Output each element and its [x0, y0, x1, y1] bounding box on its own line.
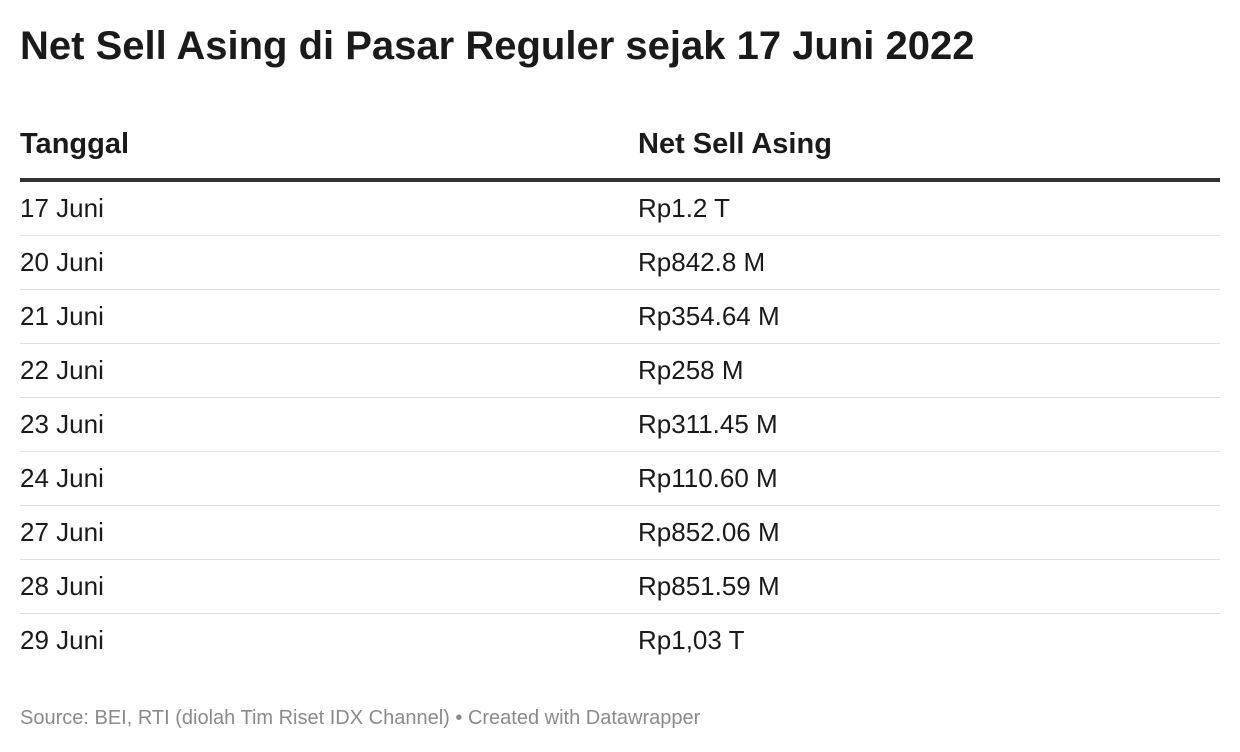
table-row: 20 Juni Rp842.8 M [20, 236, 1220, 290]
cell-net-sell-asing: Rp258 M [638, 355, 744, 385]
cell-tanggal: 21 Juni [20, 301, 104, 331]
table-row: 24 Juni Rp110.60 M [20, 452, 1220, 506]
cell-tanggal: 28 Juni [20, 571, 104, 601]
table-row: 28 Juni Rp851.59 M [20, 560, 1220, 614]
cell-tanggal: 24 Juni [20, 463, 104, 493]
cell-net-sell-asing: Rp842.8 M [638, 247, 766, 277]
table-row: 29 Juni Rp1,03 T [20, 614, 1220, 667]
cell-net-sell-asing: Rp1.2 T [638, 193, 731, 223]
table-row: 22 Juni Rp258 M [20, 344, 1220, 398]
cell-net-sell-asing: Rp1,03 T [638, 625, 745, 655]
cell-net-sell-asing: Rp851.59 M [638, 571, 780, 601]
cell-tanggal: 17 Juni [20, 193, 104, 223]
table-row: 23 Juni Rp311.45 M [20, 398, 1220, 452]
column-header-net-sell-asing: Net Sell Asing [638, 128, 832, 160]
footer-separator: • [455, 707, 463, 729]
column-header-tanggal: Tanggal [20, 128, 130, 160]
data-table: Tanggal Net Sell Asing 17 Juni Rp1.2 T 20 … [20, 118, 1220, 667]
chart-footer: Source: BEI, RTI (diolah Tim Riset IDX C… [20, 704, 700, 732]
cell-net-sell-asing: Rp110.60 M [638, 463, 778, 493]
cell-tanggal: 23 Juni [20, 409, 104, 439]
chart-title: Net Sell Asing di Pasar Reguler sejak 17… [20, 24, 975, 68]
table-body: 17 Juni Rp1.2 T 20 Juni Rp842.8 M 21 Juni Rp3… [20, 182, 1220, 667]
table-header-row: Tanggal Net Sell Asing [20, 118, 1220, 182]
cell-net-sell-asing: Rp311.45 M [638, 409, 778, 439]
cell-net-sell-asing: Rp852.06 M [638, 517, 780, 547]
cell-tanggal: 20 Juni [20, 247, 104, 277]
cell-tanggal: 27 Juni [20, 517, 104, 547]
table-row: 17 Juni Rp1.2 T [20, 182, 1220, 236]
cell-tanggal: 29 Juni [20, 625, 104, 655]
credit-text: Created with Datawrapper [467, 707, 701, 729]
cell-net-sell-asing: Rp354.64 M [638, 301, 780, 331]
cell-tanggal: 22 Juni [20, 355, 104, 385]
table-row: 27 Juni Rp852.06 M [20, 506, 1220, 560]
table-row: 21 Juni Rp354.64 M [20, 290, 1220, 344]
source-text: Source: BEI, RTI (diolah Tim Riset IDX C… [20, 707, 450, 729]
